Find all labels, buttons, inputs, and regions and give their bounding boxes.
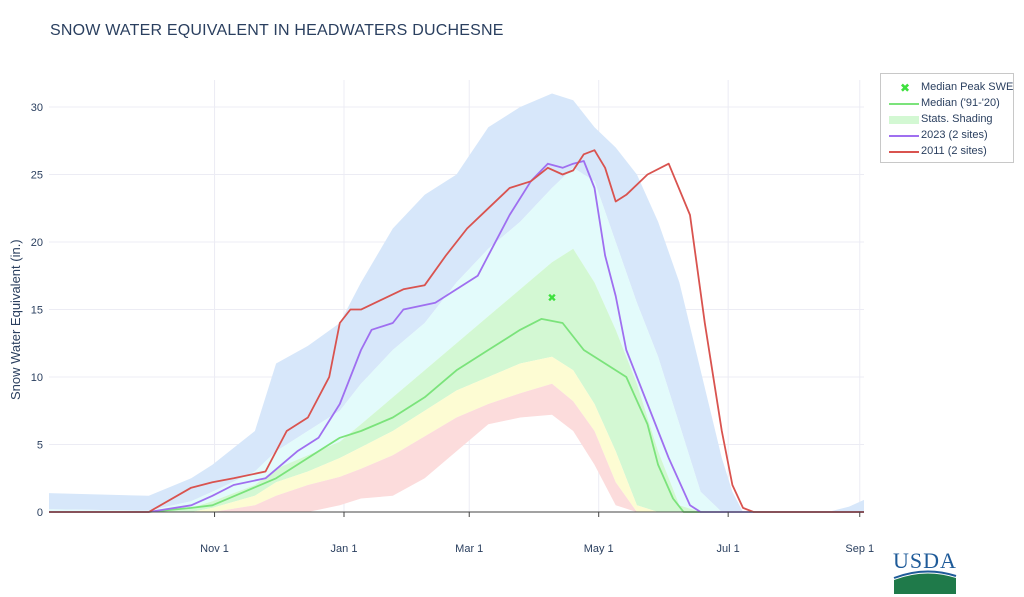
y-tick-label: 30: [31, 102, 43, 114]
y-tick-label: 0: [37, 507, 43, 519]
band-swatch-icon: [889, 116, 919, 124]
svg-text:✖: ✖: [900, 83, 910, 93]
median-line: [49, 318, 864, 513]
y-tick-label: 5: [37, 440, 43, 452]
usda-field-icon: [893, 570, 957, 594]
x-tick-label: Mar 1: [455, 543, 483, 555]
line-swatch-icon: [889, 151, 919, 153]
y-tick-label: 10: [31, 372, 43, 384]
usda-logo: USDA: [892, 548, 958, 594]
line-swatch-icon: [889, 103, 919, 105]
chart-title: SNOW WATER EQUIVALENT IN HEADWATERS DUCH…: [50, 22, 504, 39]
y-tick-label: 20: [31, 237, 43, 249]
x-tick-label: Jul 1: [717, 543, 740, 555]
band-p30-p10: [49, 383, 864, 512]
peak-marker-icon: ✖: [900, 83, 910, 93]
legend-label: Median Peak SWE: [921, 81, 1014, 93]
band-max-p90: [49, 93, 864, 512]
x-tick-label: Nov 1: [200, 543, 229, 555]
series-2023-line: [49, 160, 864, 513]
shading-bands: [49, 93, 864, 513]
legend-label: Stats. Shading: [921, 113, 993, 125]
x-tick-label: Sep 1: [845, 543, 874, 555]
usda-logo-text: USDA: [893, 548, 957, 573]
median-peak-marker: ✖: [547, 292, 556, 304]
legend: ✖ Median Peak SWE Median ('91-'20) Stats…: [880, 73, 1014, 163]
y-tick-label: 15: [31, 305, 43, 317]
legend-label: 2011 (2 sites): [921, 145, 987, 157]
band-p90-p70: [49, 167, 864, 513]
x-tick-label: Jan 1: [331, 543, 358, 555]
y-tick-label: 25: [31, 170, 43, 182]
axes: 0 5 10 15 20 25 30 Nov 1 Jan 1 Mar 1 May 1 Jul 1 Sep…: [31, 102, 874, 555]
series-2011-line: [49, 149, 864, 513]
legend-label: Median ('91-'20): [921, 97, 1000, 109]
series-lines: ✖: [49, 149, 864, 513]
line-swatch-icon: [889, 135, 919, 137]
x-tick-label: May 1: [584, 543, 614, 555]
legend-label: 2023 (2 sites): [921, 129, 988, 141]
band-p70-p50: [49, 248, 864, 513]
